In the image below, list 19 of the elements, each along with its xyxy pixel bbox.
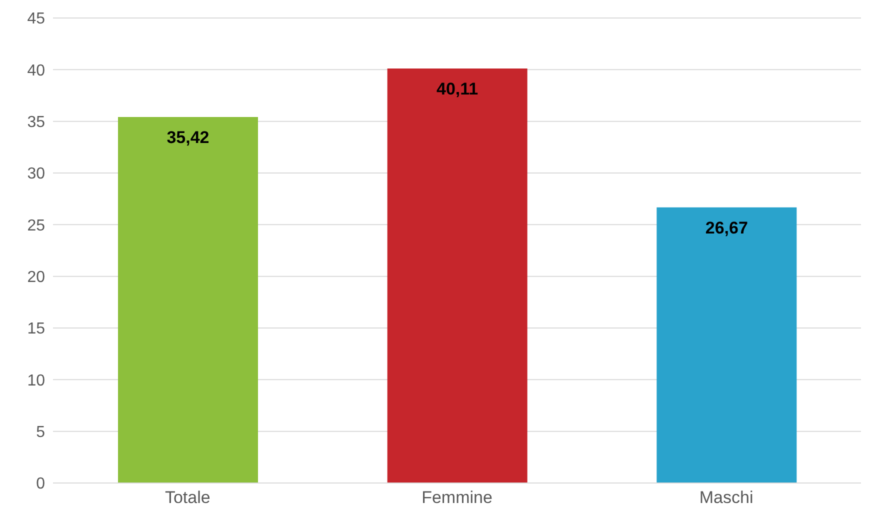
- y-tick-label: 30: [27, 166, 46, 183]
- x-tick-label: Totale: [164, 488, 210, 508]
- x-tick-label: Maschi: [699, 488, 754, 508]
- bar: [656, 207, 797, 483]
- y-tick-label: 5: [36, 424, 46, 442]
- y-tick-label: 20: [27, 269, 46, 286]
- y-tick-label: 40: [27, 62, 46, 80]
- y-tick-label: 10: [27, 372, 46, 390]
- data-label: 26,67: [705, 218, 748, 238]
- data-label: 40,11: [436, 80, 478, 99]
- bar: [387, 68, 528, 483]
- y-tick-label: 0: [36, 476, 46, 493]
- data-label: 35,42: [166, 128, 210, 148]
- y-tick-label: 25: [27, 217, 46, 234]
- y-tick-label: 35: [27, 114, 46, 132]
- y-tick-label: 45: [27, 10, 46, 28]
- x-tick-label: Femmine: [422, 488, 492, 508]
- y-tick-label: 15: [27, 320, 46, 338]
- bar: [118, 116, 258, 483]
